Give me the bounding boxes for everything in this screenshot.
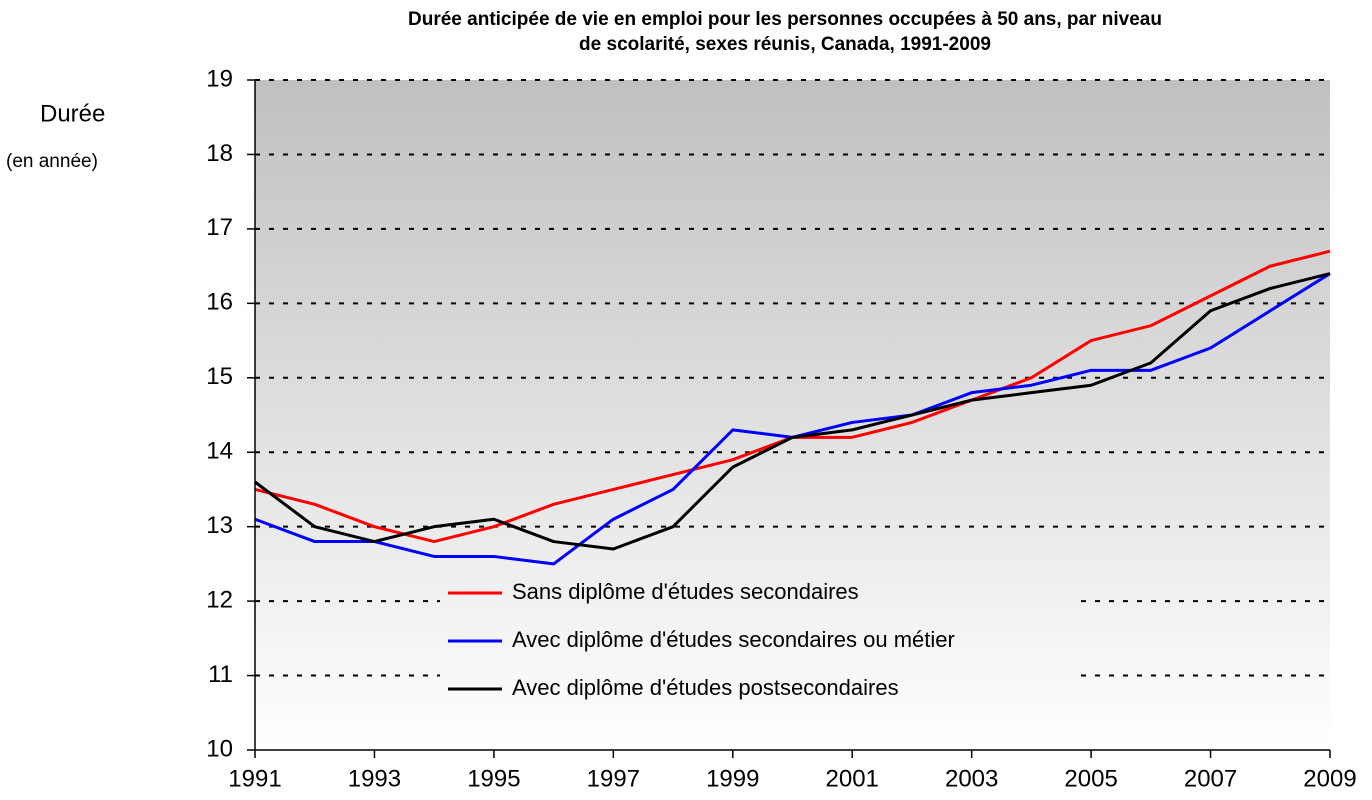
- y-tick-label: 16: [206, 289, 233, 316]
- x-tick-label: 1995: [467, 765, 520, 792]
- y-axis-unit: (en année): [6, 151, 98, 172]
- y-tick-label: 14: [206, 438, 233, 465]
- y-tick-label: 18: [206, 140, 233, 167]
- x-tick-label: 1997: [587, 765, 640, 792]
- x-tick-label: 1999: [706, 765, 759, 792]
- y-tick-label: 13: [206, 512, 233, 539]
- x-tick-label: 2005: [1064, 765, 1117, 792]
- x-tick-label: 2007: [1184, 765, 1237, 792]
- y-tick-label: 11: [208, 661, 233, 688]
- chart-title: de scolarité, sexes réunis, Canada, 1991…: [579, 34, 991, 55]
- line-series: [254, 272, 1331, 551]
- legend-label: Avec diplôme d'études secondaires ou mét…: [512, 627, 955, 652]
- x-tick-label: 2001: [826, 765, 879, 792]
- y-axis-label: Durée: [40, 100, 105, 127]
- x-tick-label: 2009: [1303, 765, 1356, 792]
- legend-label: Avec diplôme d'études postsecondaires: [512, 675, 899, 700]
- x-tick-label: 1991: [228, 765, 281, 792]
- y-tick-label: 15: [206, 363, 233, 390]
- legend-label: Sans diplôme d'études secondaires: [512, 579, 859, 604]
- y-tick-label: 10: [206, 735, 233, 762]
- x-tick-label: 2003: [945, 765, 998, 792]
- x-tick-label: 1993: [348, 765, 401, 792]
- y-tick-label: 19: [206, 65, 233, 92]
- y-tick-label: 12: [206, 586, 233, 613]
- chart-title: Durée anticipée de vie en emploi pour le…: [408, 9, 1162, 30]
- y-tick-label: 17: [206, 214, 233, 241]
- legend-box: [440, 577, 1080, 721]
